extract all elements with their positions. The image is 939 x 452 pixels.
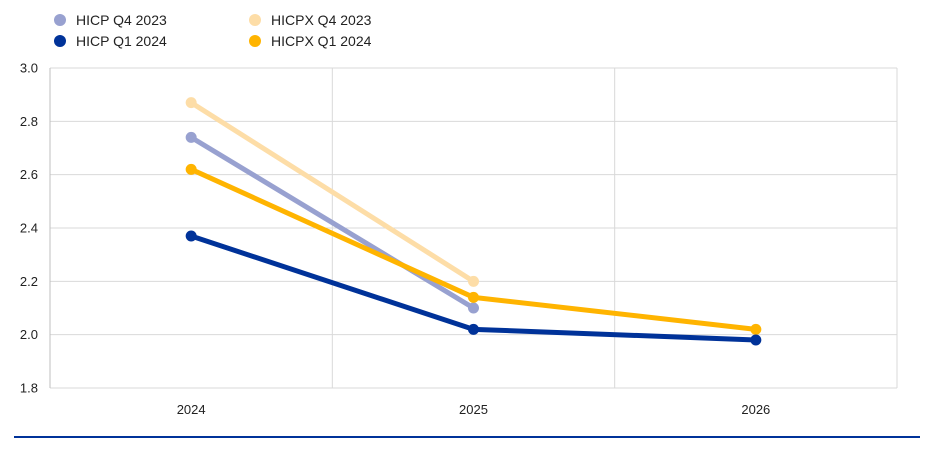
x-tick-label: 2026 bbox=[741, 402, 770, 417]
legend-label: HICPX Q4 2023 bbox=[271, 12, 372, 28]
legend-item-hicp-q1-2024: HICP Q1 2024 bbox=[54, 33, 167, 49]
legend-label: HICPX Q1 2024 bbox=[271, 33, 372, 49]
legend-item-hicp-q4-2023: HICP Q4 2023 bbox=[54, 12, 167, 28]
series-hicpx-q4-2023 bbox=[185, 97, 479, 287]
series-lines bbox=[185, 97, 762, 346]
legend-label: HICP Q1 2024 bbox=[76, 33, 167, 49]
y-tick-label: 2.8 bbox=[20, 114, 38, 129]
data-point-hicpx-q1-2024-2026 bbox=[750, 323, 762, 335]
series-hicp-q1-2024 bbox=[185, 230, 762, 346]
data-point-hicp-q4-2023-2025 bbox=[468, 302, 479, 314]
legend-label: HICP Q4 2023 bbox=[76, 12, 167, 28]
series-line-hicp-q4-2023 bbox=[188, 134, 476, 311]
series-line-hicpx-q4-2023 bbox=[188, 100, 476, 284]
legend-marker bbox=[54, 35, 66, 47]
series-hicp-q4-2023 bbox=[185, 131, 479, 314]
legend-marker bbox=[54, 14, 66, 26]
x-axis-ticks: 2024 2025 2026 bbox=[177, 402, 771, 417]
data-point-hicp-q1-2024-2024 bbox=[185, 230, 197, 242]
legend-item-hicpx-q1-2024: HICPX Q1 2024 bbox=[249, 33, 372, 49]
data-point-hicp-q1-2024-2026 bbox=[750, 334, 762, 346]
y-tick-label: 3.0 bbox=[20, 61, 38, 76]
y-tick-label: 1.8 bbox=[20, 381, 38, 396]
data-point-hicp-q4-2023-2024 bbox=[185, 131, 197, 143]
y-tick-label: 2.2 bbox=[20, 274, 38, 289]
series-hicpx-q1-2024 bbox=[185, 163, 762, 335]
legend-item-hicpx-q4-2023: HICPX Q4 2023 bbox=[249, 12, 372, 28]
x-tick-label: 2025 bbox=[459, 402, 488, 417]
y-tick-label: 2.6 bbox=[20, 167, 38, 182]
data-point-hicpx-q1-2024-2025 bbox=[468, 291, 479, 303]
data-point-hicpx-q1-2024-2024 bbox=[185, 163, 197, 175]
grid bbox=[49, 67, 898, 389]
x-tick-label: 2024 bbox=[177, 402, 206, 417]
data-point-hicpx-q4-2023-2024 bbox=[185, 97, 197, 109]
data-point-hicpx-q4-2023-2025 bbox=[468, 275, 479, 287]
legend: HICP Q4 2023 HICPX Q4 2023 HICP Q1 2024 HIC… bbox=[54, 12, 372, 49]
legend-marker bbox=[249, 35, 261, 47]
y-tick-label: 2.4 bbox=[20, 221, 38, 236]
data-point-hicp-q1-2024-2025 bbox=[468, 323, 479, 335]
y-tick-label: 2.0 bbox=[20, 327, 38, 342]
y-axis-ticks: 1.8 2.0 2.2 2.4 2.6 2.8 3.0 bbox=[20, 61, 38, 396]
legend-marker bbox=[249, 14, 261, 26]
